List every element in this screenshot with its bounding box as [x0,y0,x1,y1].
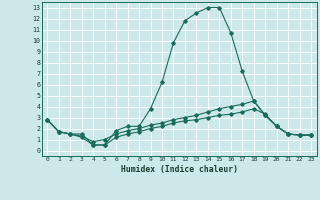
X-axis label: Humidex (Indice chaleur): Humidex (Indice chaleur) [121,165,238,174]
